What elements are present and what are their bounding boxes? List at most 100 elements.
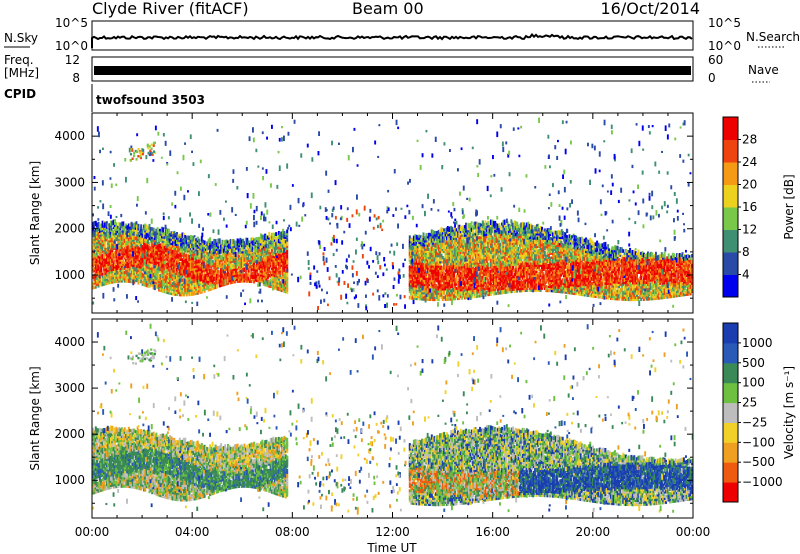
power-cell (425, 266, 428, 270)
power-cell (429, 268, 432, 272)
power-cell (496, 257, 499, 262)
power-cell (474, 225, 477, 230)
power-cell (428, 249, 431, 253)
power-cell (116, 275, 119, 279)
power-cell (192, 253, 195, 259)
power-cell (195, 288, 198, 291)
power-cell (269, 252, 272, 257)
power-cell (93, 241, 96, 246)
power-cell (472, 251, 475, 257)
power-cell (163, 277, 166, 281)
power-cell (473, 262, 476, 265)
power-cell (474, 222, 477, 228)
power-cell (116, 272, 119, 277)
power-cell (491, 262, 494, 267)
power-cell (283, 267, 286, 271)
power-cell (454, 277, 457, 282)
power-cell (170, 231, 173, 235)
power-cell (276, 276, 279, 281)
power-cell (162, 243, 165, 250)
power-cell (496, 285, 499, 289)
power-cell (182, 247, 185, 251)
power-cell (457, 252, 459, 257)
power-cell (145, 276, 148, 281)
power-cell (159, 267, 162, 272)
power-cell (206, 283, 209, 288)
power-cell (479, 269, 481, 273)
power-cell (501, 247, 504, 251)
power-cell (152, 286, 155, 290)
power-cell (216, 249, 218, 254)
power-cell (415, 247, 418, 253)
power-cell (499, 277, 502, 282)
power-cell (239, 266, 242, 271)
power-cell (421, 294, 424, 299)
power-cell (177, 277, 180, 282)
power-cell (200, 290, 203, 294)
power-cell (187, 291, 189, 295)
power-cell (483, 280, 486, 285)
power-cell (188, 261, 191, 265)
power-cell (491, 248, 494, 252)
power-cell (137, 246, 140, 250)
power-cell (187, 268, 189, 272)
power-cell (173, 261, 176, 265)
power-cell (176, 292, 178, 296)
power-cell (104, 261, 107, 265)
power-cell (494, 249, 497, 254)
power-cell (472, 232, 475, 236)
power-cell (206, 274, 209, 278)
power-cell (286, 258, 289, 263)
power-cell (204, 276, 207, 280)
power-cell (436, 252, 439, 256)
power-cell (231, 267, 234, 272)
power-cell (144, 230, 147, 235)
power-cell (441, 284, 444, 289)
power-cell (448, 246, 451, 251)
power-cell (498, 287, 501, 291)
power-cell (458, 252, 461, 257)
power-cell (232, 250, 235, 255)
power-cell (499, 286, 502, 291)
power-cell (479, 222, 481, 227)
power-cell (499, 233, 502, 239)
power-cell (422, 282, 425, 287)
power-cell (441, 233, 444, 237)
power-cell (154, 267, 156, 274)
power-cell (189, 267, 192, 271)
power-cell (277, 256, 280, 260)
power-cell (444, 234, 447, 239)
power-cell (434, 287, 437, 291)
power-cell (160, 257, 163, 262)
power-cell (224, 267, 227, 272)
power-cell (502, 248, 505, 253)
power-cell (430, 250, 433, 254)
power-cell (112, 277, 115, 282)
power-cell (206, 286, 209, 290)
power-cell (480, 227, 483, 231)
power-cell (450, 225, 453, 230)
power-cell (286, 283, 289, 288)
power-cell (185, 283, 188, 286)
power-cell (260, 233, 262, 240)
power-cell (461, 252, 464, 256)
power-cell (484, 284, 487, 289)
power-cell (253, 274, 256, 280)
power-cell (432, 296, 435, 299)
power-cell (115, 279, 118, 283)
power-cell (227, 248, 229, 252)
power-cell (418, 253, 421, 257)
power-cell (415, 243, 418, 246)
power-cell (163, 280, 166, 283)
power-cell (225, 255, 228, 261)
power-cell (253, 244, 256, 249)
power-cell (451, 250, 454, 255)
power-cell (155, 240, 158, 245)
power-cell (238, 267, 240, 271)
power-cell (103, 236, 105, 240)
power-cell (211, 283, 214, 288)
power-cell (476, 265, 479, 269)
power-cell (167, 278, 170, 282)
power-cell (466, 270, 469, 277)
power-cell (118, 256, 121, 260)
